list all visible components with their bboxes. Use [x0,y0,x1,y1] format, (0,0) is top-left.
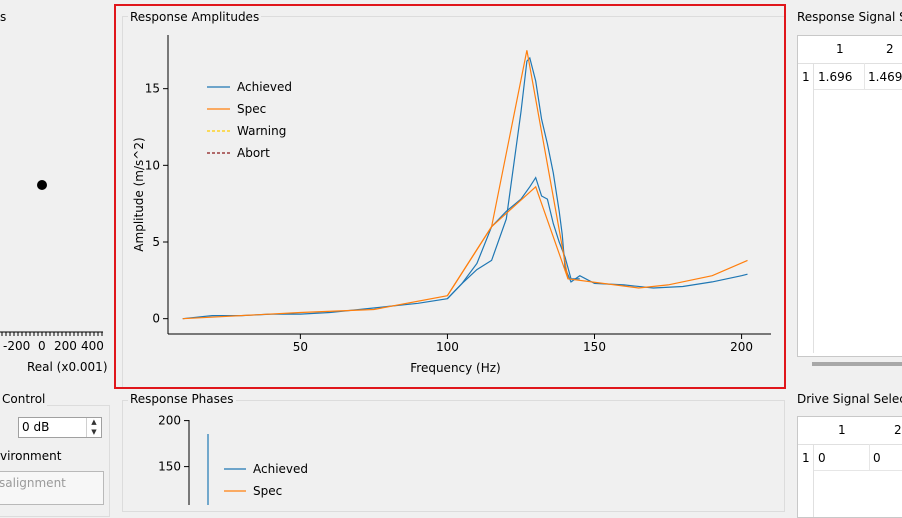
horizontal-scrollbar[interactable] [812,362,902,366]
left-tick-label: -200 [3,339,31,353]
table-row [814,444,902,471]
response-signal-table[interactable]: 1 2 1 1.696 1.469 [797,35,902,357]
table-row [814,63,902,90]
left-tick-label: 400 [81,339,104,353]
misalignment-placeholder: salignment [0,476,66,490]
column-header[interactable]: 1 [836,42,844,56]
drive-signal-title: Drive Signal Selec [795,392,902,406]
left-panel-partial-title: s [0,10,7,24]
response-signal-title: Response Signal S [795,10,902,24]
spin-up-icon[interactable]: ▲ [91,418,97,426]
response-phases-groupbox [122,400,785,512]
left-tick-label: 200 [54,339,77,353]
environment-label: vironment [0,449,62,463]
row-header-divider [813,63,814,353]
table-header [798,36,902,64]
drive-signal-table[interactable]: 1 2 1 0 0 [797,416,902,518]
table-cell[interactable]: 1.696 [818,70,853,84]
column-header[interactable]: 2 [886,42,894,56]
response-phases-title: Response Phases [128,392,236,406]
spin-down-icon[interactable]: ▼ [91,428,97,436]
cell-divider [864,63,865,89]
selection-highlight-frame [114,4,786,389]
table-header [798,417,902,445]
gain-spinbox[interactable]: 0 dB ▲ ▼ [18,417,102,438]
column-header[interactable]: 1 [838,423,846,437]
response-amplitudes-title: Response Amplitudes [128,10,262,24]
spin-buttons: ▲ ▼ [86,418,101,437]
control-title: Control [0,392,48,406]
data-point-marker [37,180,47,190]
table-cell[interactable]: 0 [873,451,881,465]
cell-divider [869,444,870,470]
row-header[interactable]: 1 [802,70,810,84]
column-header[interactable]: 2 [894,423,902,437]
left-plot-panel: s -200 0 200 400 Real (x0.001) [0,0,108,390]
row-header[interactable]: 1 [802,451,810,465]
left-x-axis [0,331,103,336]
table-cell[interactable]: 0 [818,451,826,465]
left-tick-label: 0 [38,339,46,353]
left-x-axis-label: Real (x0.001) [27,360,108,374]
misalignment-field[interactable]: salignment [0,471,104,505]
gain-value: 0 dB [22,420,50,434]
table-cell[interactable]: 1.469 [868,70,902,84]
row-header-divider [813,444,814,517]
